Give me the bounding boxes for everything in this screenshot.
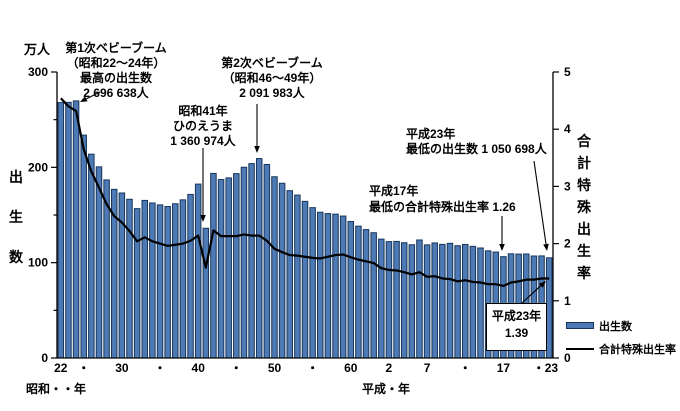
- svg-text:1: 1: [564, 294, 571, 308]
- tfr-line-swatch-icon: [566, 347, 594, 350]
- svg-text:2: 2: [564, 237, 571, 251]
- svg-text:3: 3: [564, 179, 571, 193]
- svg-text:100: 100: [28, 256, 48, 270]
- svg-text:・: ・: [459, 361, 471, 375]
- svg-text:60: 60: [344, 361, 358, 375]
- legend-item-births: 出生数: [566, 317, 676, 334]
- births-bar-swatch-icon: [566, 322, 594, 329]
- svg-text:0: 0: [564, 351, 571, 365]
- annotation-second-baby-boom: 第2次ベビーブーム （昭和46～49年） 2 091 983人: [221, 56, 323, 100]
- left-axis-title: 出 生 数: [9, 169, 23, 265]
- svg-text:300: 300: [28, 65, 48, 79]
- x-axis-era-label-showa: 昭和・・年: [26, 382, 87, 396]
- svg-text:40: 40: [192, 361, 206, 375]
- annotation-hinoeuma: 昭和41年 ひのえうま 1 360 974人: [170, 104, 236, 148]
- svg-text:・: ・: [78, 361, 90, 375]
- svg-text:7: 7: [424, 361, 431, 375]
- svg-text:・23: ・23: [533, 361, 559, 375]
- annotation-heisei23-lowest-births: 平成23年 最低の出生数 1 050 698人: [406, 127, 547, 156]
- svg-text:5: 5: [564, 65, 571, 79]
- svg-text:・: ・: [154, 361, 166, 375]
- legend: 出生数 合計特殊出生率: [566, 317, 676, 363]
- legend-label-births: 出生数: [599, 320, 632, 333]
- svg-text:30: 30: [115, 361, 129, 375]
- left-axis-unit: 万人: [24, 42, 51, 57]
- x-axis-era-label-heisei: 平成・年: [362, 382, 411, 396]
- legend-item-tfr: 合計特殊出生率: [566, 340, 676, 357]
- svg-text:50: 50: [268, 361, 282, 375]
- legend-label-tfr: 合計特殊出生率: [599, 343, 676, 356]
- svg-text:2: 2: [386, 361, 393, 375]
- svg-text:4: 4: [564, 122, 571, 136]
- annotation-first-baby-boom: 第1次ベビーブーム （昭和22～24年） 最高の出生数 2 696 638人: [65, 41, 167, 100]
- svg-text:0: 0: [41, 351, 48, 365]
- svg-text:・: ・: [230, 361, 242, 375]
- callout-box-tfr-139: 平成23年 1.39: [486, 303, 547, 351]
- svg-text:・: ・: [307, 361, 319, 375]
- right-axis-title: 合 計 特 殊 出 生 率: [577, 133, 591, 281]
- svg-text:17: 17: [497, 361, 511, 375]
- svg-text:22: 22: [54, 361, 68, 375]
- svg-text:200: 200: [28, 160, 48, 174]
- annotation-heisei17-lowest-tfr: 平成17年 最低の合計特殊出生率 1.26: [369, 184, 516, 214]
